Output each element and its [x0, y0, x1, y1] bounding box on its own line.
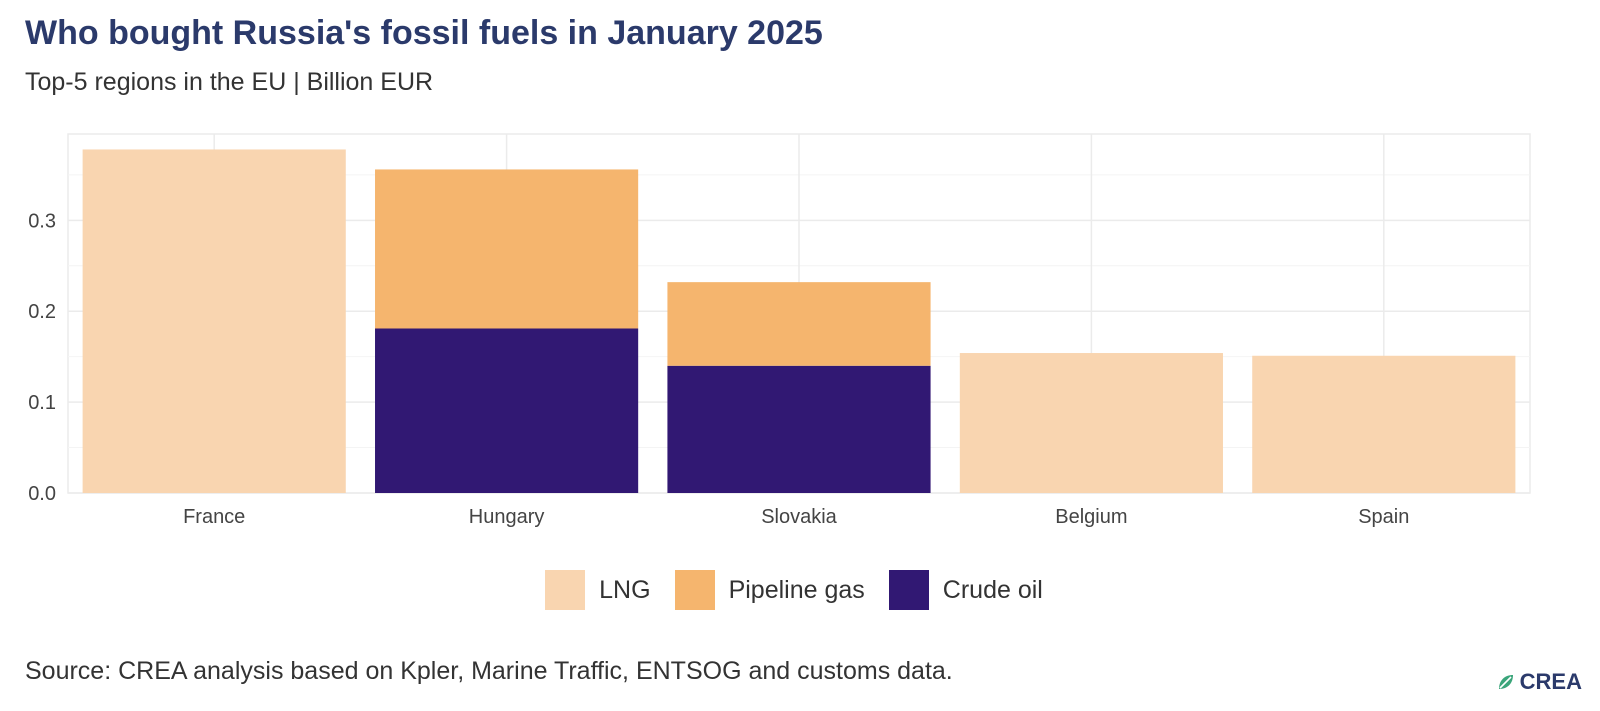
- source-note: Source: CREA analysis based on Kpler, Ma…: [25, 657, 953, 685]
- bar-slovakia-crude-oil: [667, 365, 931, 493]
- y-tick-label: 0.0: [28, 483, 56, 505]
- legend-label-pipeline-gas: Pipeline gas: [728, 575, 865, 604]
- legend-swatch-lng: [545, 570, 586, 610]
- chart-subtitle: Top-5 regions in the EU | Billion EUR: [25, 68, 434, 96]
- bar-france-lng: [82, 149, 346, 494]
- legend-swatch-crude-oil: [888, 570, 929, 610]
- y-tick-label: 0.3: [28, 210, 56, 232]
- x-tick-label: Hungary: [469, 506, 545, 528]
- y-tick-label: 0.1: [28, 392, 56, 414]
- legend: LNG Pipeline gas Crude oil: [0, 570, 1600, 610]
- legend-label-lng: LNG: [599, 575, 651, 604]
- bars: [82, 149, 1516, 494]
- x-tick-label: Slovakia: [761, 506, 837, 528]
- legend-item-lng: LNG: [545, 570, 662, 610]
- legend-item-crude-oil: Crude oil: [888, 570, 1055, 610]
- bar-belgium-lng: [959, 353, 1223, 493]
- crea-leaf-icon: [1498, 675, 1513, 689]
- bar-spain-lng: [1252, 355, 1516, 493]
- x-tick-label: Spain: [1358, 506, 1409, 528]
- x-tick-label: France: [183, 506, 245, 528]
- y-tick-label: 0.2: [28, 301, 56, 323]
- x-tick-label: Belgium: [1055, 506, 1127, 528]
- bar-hungary-pipeline-gas: [375, 169, 639, 329]
- logo-text: CREA: [1519, 669, 1582, 694]
- legend-item-pipeline-gas: Pipeline gas: [674, 570, 877, 610]
- bar-hungary-crude-oil: [375, 328, 639, 493]
- legend-swatch-pipeline-gas: [674, 570, 715, 610]
- axis-labels: 0.0 0.1 0.2 0.3 France Hungary Slovakia Belgium…: [28, 210, 1409, 528]
- chart-title: Who bought Russia's fossil fuels in Janu…: [25, 14, 823, 52]
- legend-label-crude-oil: Crude oil: [942, 575, 1043, 604]
- bar-chart: 0.0 0.1 0.2 0.3 France Hungary Slovakia Belgium…: [28, 133, 1531, 528]
- bar-slovakia-pipeline-gas: [667, 282, 931, 366]
- crea-logo: CREA: [1496, 669, 1582, 695]
